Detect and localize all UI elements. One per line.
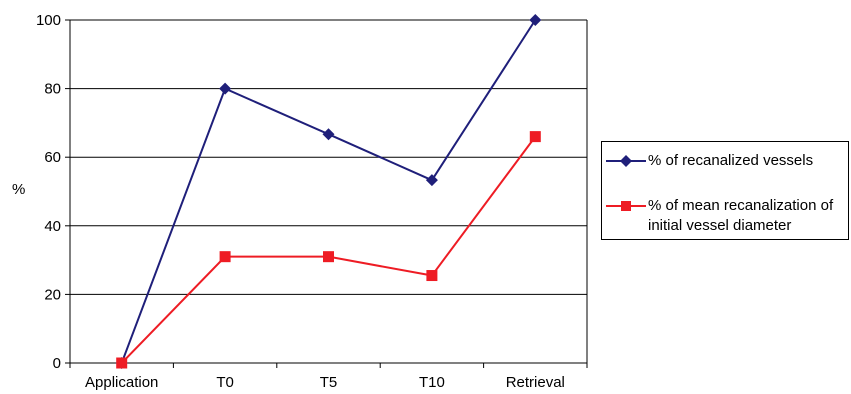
series-line-1 [120, 136, 537, 364]
x-tick-label: T0 [216, 374, 234, 391]
series-markers [115, 14, 542, 369]
axes [65, 19, 588, 368]
y-tick-label: 80 [44, 81, 61, 98]
legend: % of recanalized vessels % of mean recan… [601, 141, 849, 240]
x-tick-label: Application [85, 374, 158, 391]
x-tick-label: Retrieval [506, 374, 565, 391]
y-tick-label: 60 [44, 149, 61, 166]
legend-label-recanalized-vessels: % of recanalized vessels [648, 152, 814, 169]
y-tick-label: 0 [53, 355, 61, 372]
series-lines [120, 19, 537, 364]
data-point-square [116, 357, 128, 369]
y-tick-label: 40 [44, 218, 61, 235]
x-tick-label: T5 [320, 374, 338, 391]
data-point-square [323, 251, 334, 263]
legend-label-mean-recanalization-line1: % of mean recanalization of [648, 197, 834, 214]
legend-swatch-square-icon [606, 201, 646, 211]
data-point-diamond [425, 174, 438, 187]
x-tick-labels: Application T0 T5 T10 Retrieval [85, 374, 565, 391]
legend-label-mean-recanalization-line2: initial vessel diameter [648, 217, 792, 234]
data-point-diamond [219, 82, 232, 95]
data-point-square [219, 251, 231, 263]
series-line-0 [120, 19, 537, 364]
y-tick-labels: 0 20 40 60 80 100 [36, 12, 61, 372]
data-point-square [426, 270, 438, 282]
data-point-square [529, 131, 541, 143]
y-tick-label: 20 [44, 286, 61, 303]
data-point-diamond [529, 14, 542, 26]
x-tick-label: T10 [419, 374, 445, 391]
data-point-diamond [322, 128, 335, 141]
y-tick-label: 100 [36, 12, 61, 29]
y-axis-label: % [12, 181, 25, 198]
legend-swatch-diamond-icon [606, 155, 646, 167]
